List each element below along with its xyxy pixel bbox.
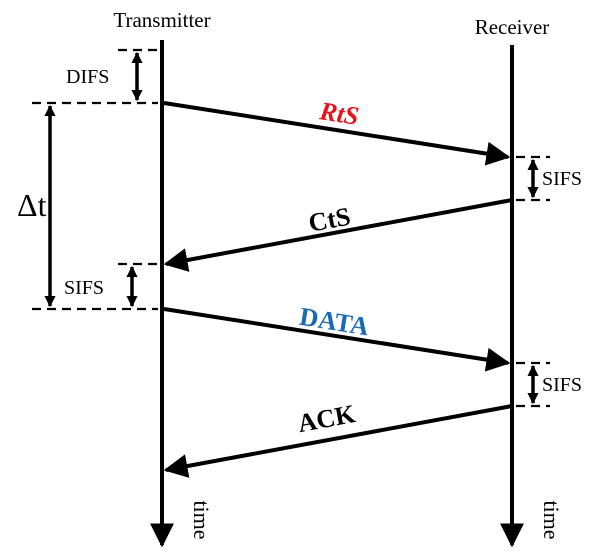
- ack-label: ACK: [295, 399, 358, 438]
- transmitter-label: Transmitter: [113, 8, 210, 32]
- delta-t-label: Δt: [17, 187, 47, 223]
- receiver-label: Receiver: [475, 15, 550, 39]
- sifs-receiver-1-label: SIFS: [542, 168, 582, 190]
- ack-arrow: [163, 404, 513, 478]
- rts-label: RtS: [317, 96, 361, 131]
- transmitter-time-label: time: [189, 500, 214, 539]
- sifs-transmitter-label: SIFS: [64, 277, 104, 299]
- difs-label: DIFS: [66, 66, 109, 88]
- cts-arrow: [163, 198, 513, 272]
- receiver-time-label: time: [539, 500, 564, 539]
- dashed-guides: [32, 48, 550, 408]
- data-label: DATA: [298, 302, 372, 342]
- data-arrow: [163, 307, 511, 372]
- sifs-receiver-2-label: SIFS: [542, 374, 582, 396]
- rts-arrow: [163, 101, 511, 166]
